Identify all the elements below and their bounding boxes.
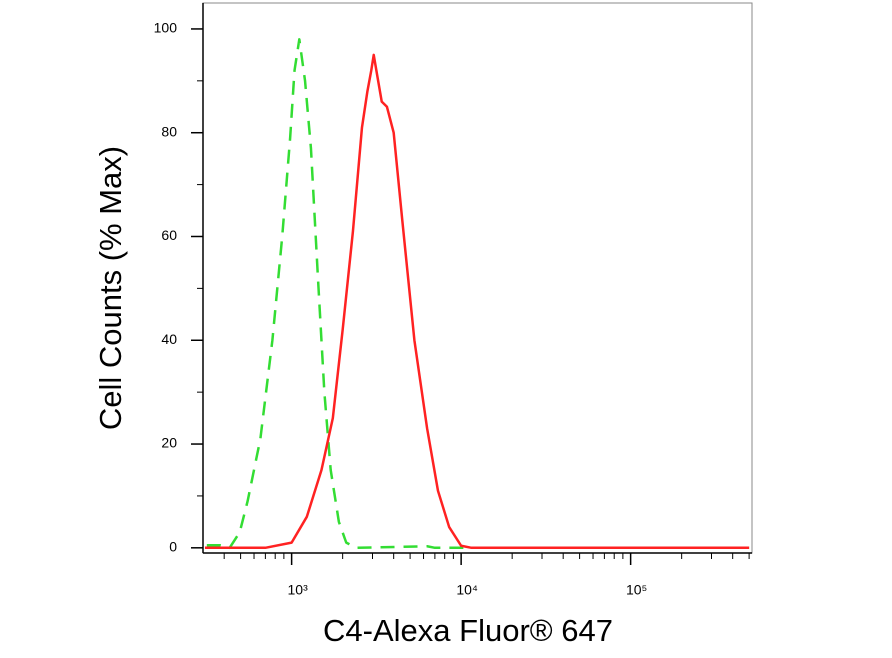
y-tick-label: 0 (169, 539, 177, 555)
y-tick-label: 60 (161, 227, 177, 243)
x-tick-label: 10³ (288, 582, 309, 598)
series-line (206, 38, 750, 550)
x-axis-title: C4-Alexa Fluor® 647 (323, 613, 613, 648)
y-axis-title: Cell Counts (% Max) (93, 146, 128, 430)
plot-frame (202, 2, 753, 554)
series-line (204, 53, 750, 550)
x-tick-label: 10⁴ (456, 582, 478, 598)
x-tick-label: 10⁵ (626, 582, 647, 598)
y-tick-label: 20 (161, 435, 177, 451)
y-tick-label: 80 (161, 123, 177, 139)
y-tick-label: 40 (161, 331, 177, 347)
y-tick-label: 100 (154, 20, 178, 36)
